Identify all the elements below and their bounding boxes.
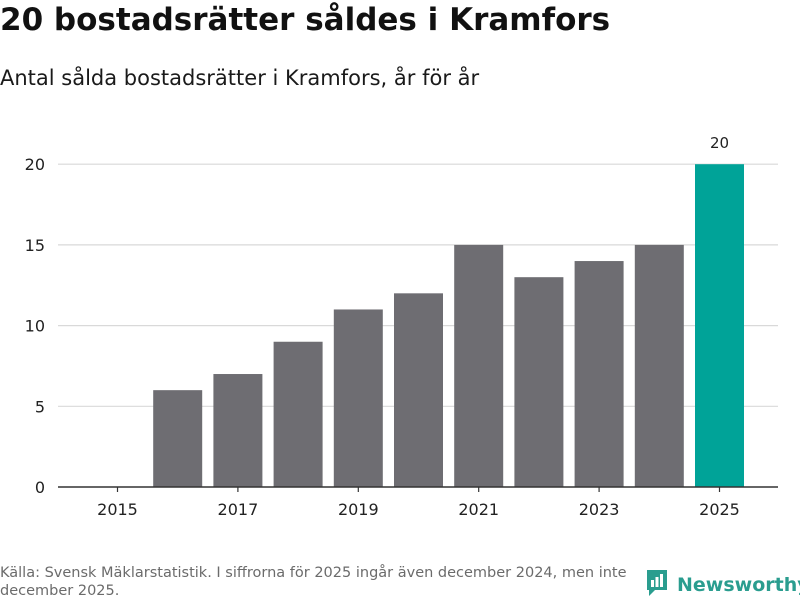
x-tick-label: 2019 [338, 500, 379, 519]
bar-2023 [574, 261, 624, 487]
bar-2020 [394, 293, 443, 487]
data-label-2025: 20 [710, 134, 729, 152]
y-tick-label: 20 [25, 155, 45, 174]
chart-title: 20 bostadsrätter såldes i Kramfors [0, 2, 611, 38]
x-tick-label: 2017 [218, 500, 259, 519]
bar-2019 [333, 309, 383, 487]
x-tick-label: 2025 [699, 500, 740, 519]
chart-subtitle: Antal sålda bostadsrätter i Kramfors, år… [0, 66, 480, 90]
bar-2024 [634, 244, 684, 487]
x-tick-label: 2015 [97, 500, 138, 519]
bar-2018 [273, 341, 323, 487]
newsworthy-logo-icon [645, 568, 669, 602]
bar-chart: 0 5 10 15 20 2015 2017 2019 2021 2023 2025 20 [25, 134, 778, 519]
bar-2016 [153, 390, 203, 487]
bar-2017 [213, 374, 263, 487]
x-tick-label: 2023 [579, 500, 620, 519]
source-note: Källa: Svensk Mäklarstatistik. I siffror… [0, 565, 627, 599]
newsworthy-logo: Newsworthy [645, 570, 800, 600]
logo-text: Newsworthy [677, 574, 800, 596]
y-tick-label: 5 [35, 397, 45, 416]
y-tick-label: 10 [25, 317, 45, 336]
labels: 0 5 10 15 20 2015 2017 2019 2021 2023 2025 20 [25, 134, 740, 519]
bar-2021 [454, 244, 504, 487]
bars [153, 164, 744, 488]
bar-2025 [695, 164, 744, 488]
bar-2022 [514, 277, 564, 487]
x-tick-label: 2021 [458, 500, 499, 519]
y-tick-label: 0 [35, 478, 45, 497]
y-tick-label: 15 [25, 236, 45, 255]
axes [58, 486, 778, 492]
